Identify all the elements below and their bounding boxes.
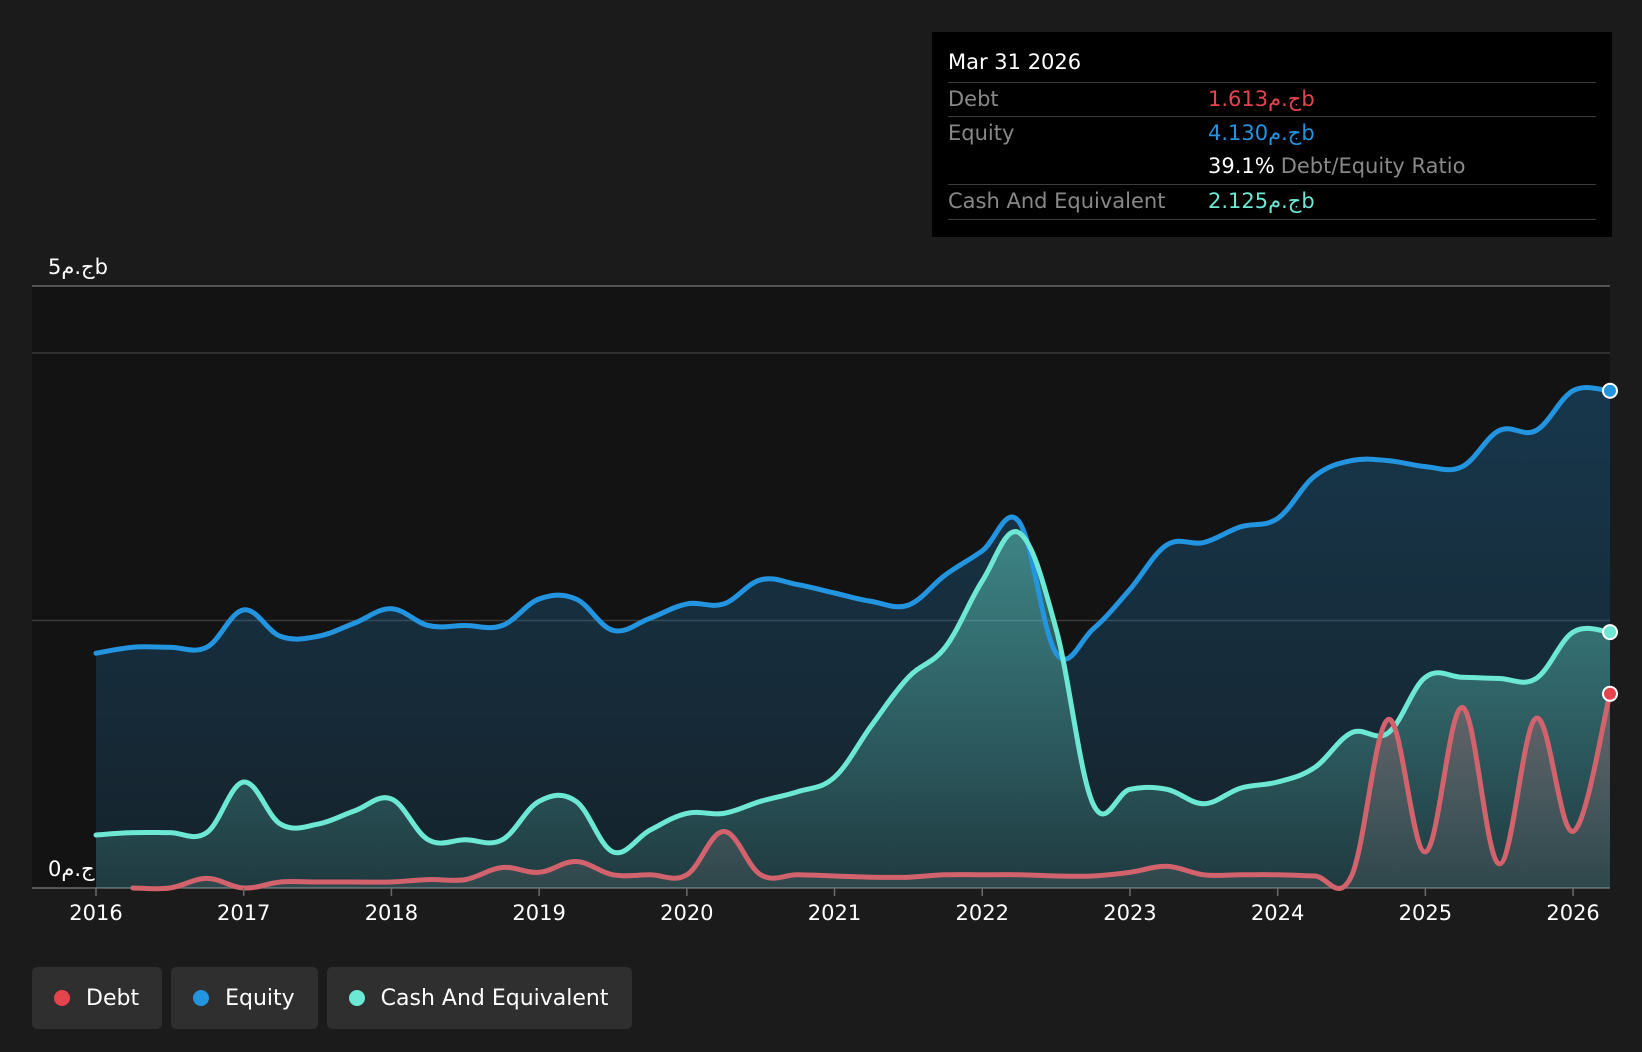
x-tick-label: 2021 [808, 901, 861, 925]
tooltip-cash-label: Cash And Equivalent [948, 189, 1166, 213]
tooltip-date: Mar 31 2026 [948, 50, 1082, 74]
series-lines [93, 385, 1613, 892]
y-tick-label: 0ج.م [48, 857, 95, 882]
tooltip-ratio-row: 39.1% Debt/Equity Ratio [948, 150, 1596, 184]
x-tick-label: 2018 [365, 901, 418, 925]
cash-line [93, 529, 1613, 856]
equity-area [96, 387, 1610, 888]
x-tick-label: 2026 [1546, 901, 1599, 925]
cash-area [96, 531, 1610, 888]
x-tick-label: 2023 [1103, 901, 1156, 925]
cash-end-point [1602, 624, 1618, 641]
tooltip-debt-value: 1.613ج.مb [1208, 87, 1315, 111]
x-tick-label: 2020 [660, 901, 713, 925]
debt-area [132, 693, 1610, 889]
tooltip-equity-label: Equity [948, 121, 1015, 145]
debt-end-point [1602, 685, 1618, 702]
x-tick-label: 2024 [1251, 901, 1304, 925]
series-areas [96, 387, 1610, 889]
y-tick-label: 5ج.مb [48, 255, 108, 280]
x-tick-label: 2022 [956, 901, 1009, 925]
legend-item-debt[interactable]: Debt [32, 967, 163, 1029]
tooltip-cash-value: 2.125ج.مb [1208, 189, 1315, 213]
equity-dot-icon [193, 990, 210, 1006]
debt-dot-icon [54, 990, 70, 1006]
tooltip-debt-label: Debt [948, 87, 999, 111]
tooltip-debt-row: Debt 1.613ج.مb [948, 82, 1596, 117]
chart-legend: Debt Equity Cash And Equivalent [32, 967, 632, 1029]
tooltip-cash-row: Cash And Equivalent 2.125ج.مb [948, 184, 1596, 220]
legend-item-cash[interactable]: Cash And Equivalent [326, 967, 632, 1029]
end-markers [1602, 382, 1618, 702]
y-axis-ticks: 0ج.م 5ج.مb [48, 255, 108, 882]
legend-debt-label: Debt [86, 985, 140, 1011]
hover-tooltip: Mar 31 2026 Debt 1.613ج.مb Equity 4.130ج… [932, 32, 1612, 237]
x-axis-ticks: 2016 2017 2018 2019 2020 2021 2022 2023 2024 2025… [69, 888, 1600, 925]
x-tick-label: 2017 [217, 901, 270, 925]
tooltip-equity-row: Equity 4.130ج.مb [948, 116, 1596, 151]
tooltip-ratio-value: 39.1% [1208, 154, 1275, 178]
tooltip-ratio-label: Debt/Equity Ratio [1280, 154, 1466, 178]
tooltip-equity-value: 4.130ج.مb [1208, 121, 1315, 145]
legend-item-equity[interactable]: Equity [171, 967, 318, 1029]
legend-equity-label: Equity [225, 985, 295, 1011]
legend-cash-label: Cash And Equivalent [380, 985, 609, 1011]
tooltip-ratio: 39.1% Debt/Equity Ratio [1208, 154, 1465, 178]
x-tick-label: 2016 [69, 901, 122, 925]
equity-line [93, 385, 1613, 662]
x-tick-label: 2025 [1399, 901, 1452, 925]
equity-end-point [1602, 382, 1618, 399]
x-tick-label: 2019 [512, 901, 565, 925]
cash-dot-icon [348, 990, 365, 1006]
debt-line [130, 691, 1613, 892]
